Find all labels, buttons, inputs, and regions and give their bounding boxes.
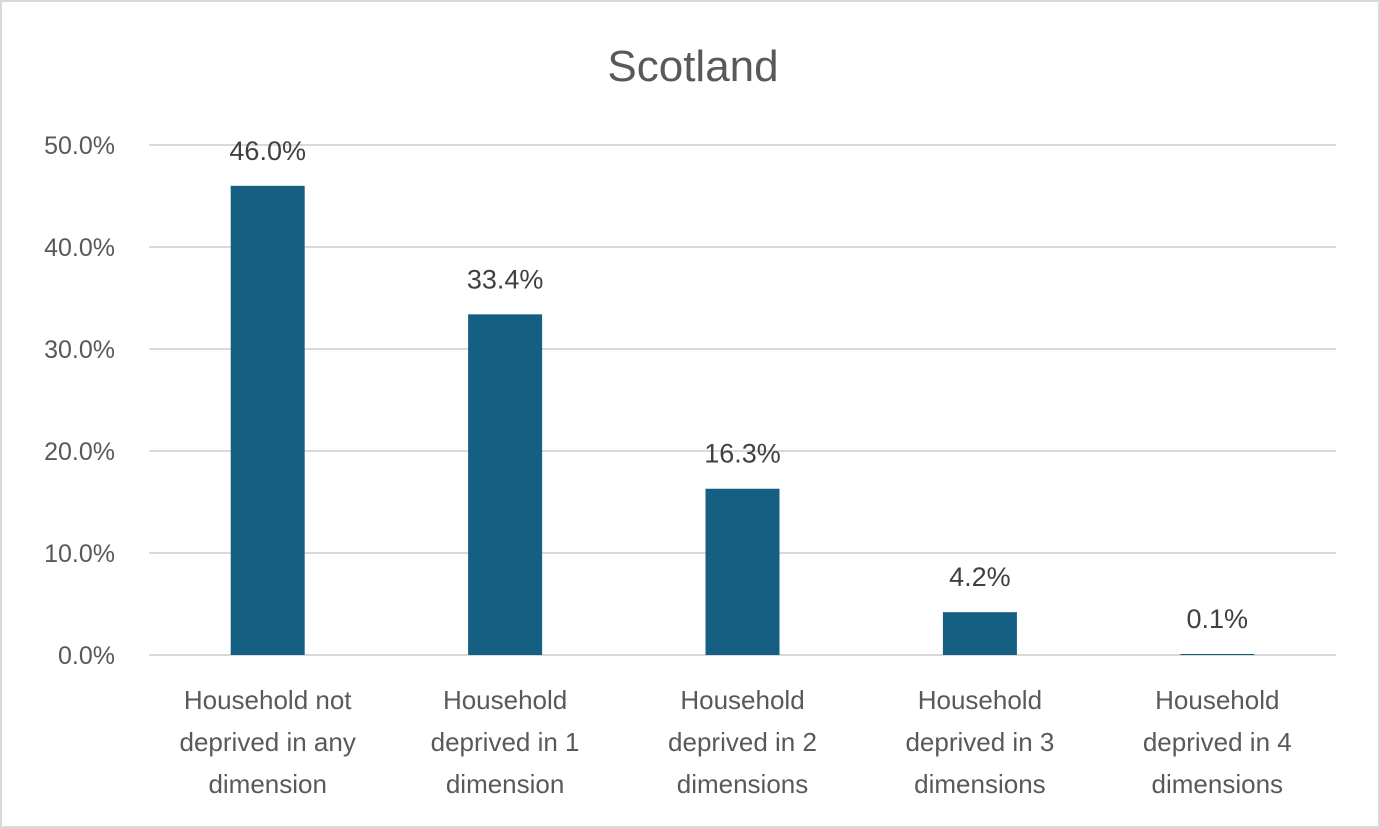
bar (1180, 653, 1255, 655)
x-category-label: Household deprived in 4 dimensions (1143, 685, 1292, 799)
bar (705, 488, 780, 655)
x-category-label: Household deprived in 2 dimensions (668, 685, 817, 799)
data-label: 33.4% (467, 264, 544, 294)
bar (942, 612, 1017, 655)
data-labels: 46.0% 33.4% 16.3% 4.2% 0.1% (229, 136, 1248, 634)
y-tick-label: 40.0% (44, 234, 115, 262)
bar (230, 185, 305, 656)
bar (468, 314, 543, 655)
y-tick-label: 0.0% (58, 642, 115, 670)
chart-title: Scotland (607, 42, 778, 91)
data-label: 0.1% (1187, 604, 1249, 634)
y-tick-label: 50.0% (44, 132, 115, 160)
x-category-label: Household not deprived in any dimension (180, 685, 356, 799)
data-label: 4.2% (949, 562, 1011, 592)
x-axis-categories: Household not deprived in any dimension Hou… (180, 685, 1292, 799)
x-category-label: Household deprived in 1 dimension (431, 685, 580, 799)
y-tick-label: 10.0% (44, 540, 115, 568)
bars (230, 185, 1255, 656)
y-axis-ticks: 0.0% 10.0% 20.0% 30.0% 40.0% 50.0% (44, 132, 115, 670)
x-category-label: Household deprived in 3 dimensions (905, 685, 1054, 799)
y-tick-label: 30.0% (44, 336, 115, 364)
y-tick-label: 20.0% (44, 438, 115, 466)
data-label: 46.0% (229, 136, 306, 166)
data-label: 16.3% (704, 439, 781, 469)
gridlines (149, 144, 1336, 656)
